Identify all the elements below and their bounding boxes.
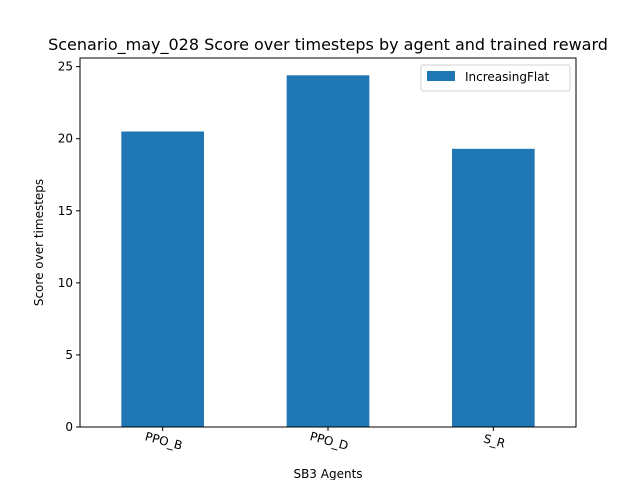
bar-s-r (452, 148, 535, 427)
y-tick-label: 10 (58, 276, 73, 290)
legend-swatch (427, 71, 455, 81)
legend-box (420, 64, 571, 92)
x-axis-label: SB3 Agents (293, 467, 362, 480)
y-tick-label: 5 (65, 348, 73, 362)
plot-frame (79, 57, 577, 428)
y-axis-label: Score over timesteps (32, 179, 46, 306)
y-tick-label: 20 (58, 132, 73, 146)
chart-title: Scenario_may_028 Score over timesteps by… (48, 35, 608, 55)
x-tick-label-s-r: S_R (482, 432, 507, 451)
y-tick-label: 0 (65, 420, 73, 434)
y-tick-label: 15 (58, 204, 73, 218)
legend: IncreasingFlat (420, 64, 571, 92)
y-tick-label: 25 (58, 60, 73, 74)
bars-group (121, 75, 535, 428)
y-axis: 0 5 10 15 20 25 (58, 60, 80, 434)
bar-ppo-b (121, 131, 204, 427)
bar-ppo-d (286, 75, 370, 428)
legend-entry-label: IncreasingFlat (465, 70, 550, 84)
